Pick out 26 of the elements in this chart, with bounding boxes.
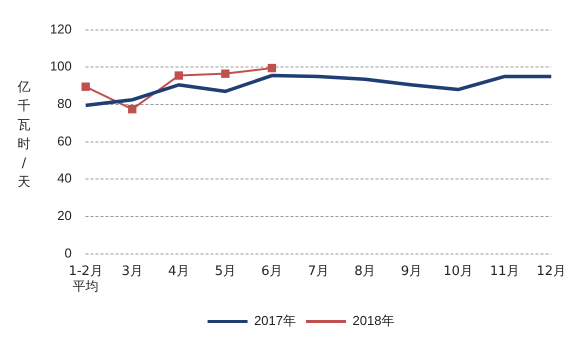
x-tick-label: 8月	[354, 264, 376, 279]
y-tick-label: 60	[57, 133, 72, 148]
y-tick-label: 80	[57, 96, 72, 112]
x-tick-label: 10月	[443, 264, 473, 279]
x-tick-label: 1-2月平均	[68, 264, 103, 295]
y-tick-label: 20	[57, 208, 72, 224]
y-tick-label: 40	[57, 170, 72, 186]
x-tick-label: 11月	[490, 264, 520, 279]
legend-label: 2018年	[352, 313, 394, 328]
y-tick-label: 120	[50, 21, 72, 36]
y-tick-label: 100	[50, 58, 72, 74]
x-tick-label: 7月	[308, 264, 330, 279]
x-tick-label: 9月	[400, 264, 422, 279]
x-tick-label: 6月	[261, 264, 283, 279]
point	[221, 69, 230, 78]
point	[82, 82, 90, 91]
x-tick-label: 3月	[122, 264, 143, 279]
x-tick-label: 4月	[168, 264, 190, 279]
x-tick-label: 12月	[536, 264, 566, 279]
y-axis-title: 亿千瓦时/天	[16, 79, 32, 192]
point	[268, 64, 276, 72]
point	[174, 71, 183, 80]
x-tick-label: 5月	[214, 264, 236, 279]
legend-label: 2017年	[254, 313, 296, 328]
y-tick-label: 0	[64, 245, 72, 260]
point	[128, 104, 136, 114]
